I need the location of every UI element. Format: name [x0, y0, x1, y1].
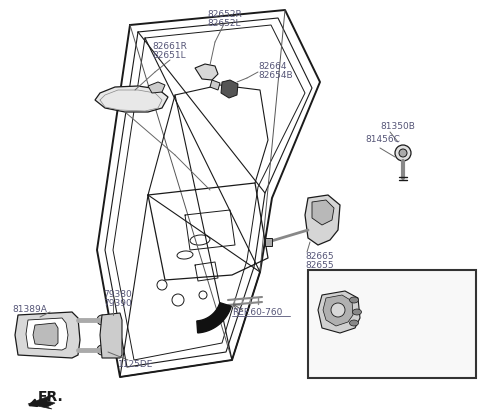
Ellipse shape: [352, 309, 361, 315]
Text: 82665: 82665: [305, 252, 334, 261]
Polygon shape: [15, 312, 80, 358]
Text: 79390: 79390: [103, 299, 132, 308]
Circle shape: [395, 145, 411, 161]
Polygon shape: [195, 64, 218, 80]
Circle shape: [18, 318, 26, 326]
Polygon shape: [210, 80, 220, 90]
Polygon shape: [33, 323, 58, 346]
Circle shape: [97, 315, 107, 325]
Text: 81456C: 81456C: [365, 135, 400, 144]
Circle shape: [66, 348, 70, 352]
Polygon shape: [197, 303, 231, 333]
Circle shape: [331, 303, 345, 317]
Polygon shape: [148, 82, 165, 93]
Text: 82654B: 82654B: [258, 71, 293, 80]
Polygon shape: [318, 291, 360, 333]
Circle shape: [316, 208, 324, 216]
Polygon shape: [265, 238, 272, 246]
Polygon shape: [323, 295, 353, 326]
Polygon shape: [100, 313, 122, 358]
Ellipse shape: [349, 320, 359, 326]
Text: FR.: FR.: [38, 390, 64, 404]
Polygon shape: [312, 200, 334, 225]
Text: 79380: 79380: [103, 290, 132, 299]
Circle shape: [66, 320, 70, 324]
Polygon shape: [26, 318, 68, 350]
Text: 82651L: 82651L: [152, 51, 186, 60]
Text: (SMART KEY-FR DR): (SMART KEY-FR DR): [315, 272, 399, 281]
Text: 82665: 82665: [327, 336, 355, 345]
Circle shape: [64, 346, 72, 354]
Ellipse shape: [203, 67, 211, 78]
Circle shape: [97, 345, 107, 355]
Polygon shape: [95, 86, 168, 112]
Circle shape: [40, 329, 52, 341]
Polygon shape: [305, 195, 340, 245]
Ellipse shape: [349, 297, 359, 303]
Text: 82655: 82655: [327, 345, 355, 354]
Circle shape: [20, 320, 24, 324]
Text: 82661R: 82661R: [152, 42, 187, 51]
Circle shape: [18, 346, 26, 354]
Circle shape: [321, 228, 329, 236]
Circle shape: [326, 216, 334, 224]
Polygon shape: [28, 395, 55, 409]
Text: 1125DE: 1125DE: [118, 360, 154, 369]
Circle shape: [64, 318, 72, 326]
Text: 81350B: 81350B: [380, 122, 415, 131]
Text: 82664: 82664: [258, 62, 287, 71]
Circle shape: [20, 348, 24, 352]
Circle shape: [399, 149, 407, 157]
Text: 82652R: 82652R: [207, 10, 242, 19]
Text: 82655: 82655: [305, 261, 334, 270]
Bar: [308, 270, 476, 378]
Text: 82652L: 82652L: [207, 19, 240, 28]
Text: REF.60-760: REF.60-760: [232, 308, 282, 317]
Polygon shape: [221, 80, 238, 98]
Text: 81389A: 81389A: [12, 305, 47, 314]
